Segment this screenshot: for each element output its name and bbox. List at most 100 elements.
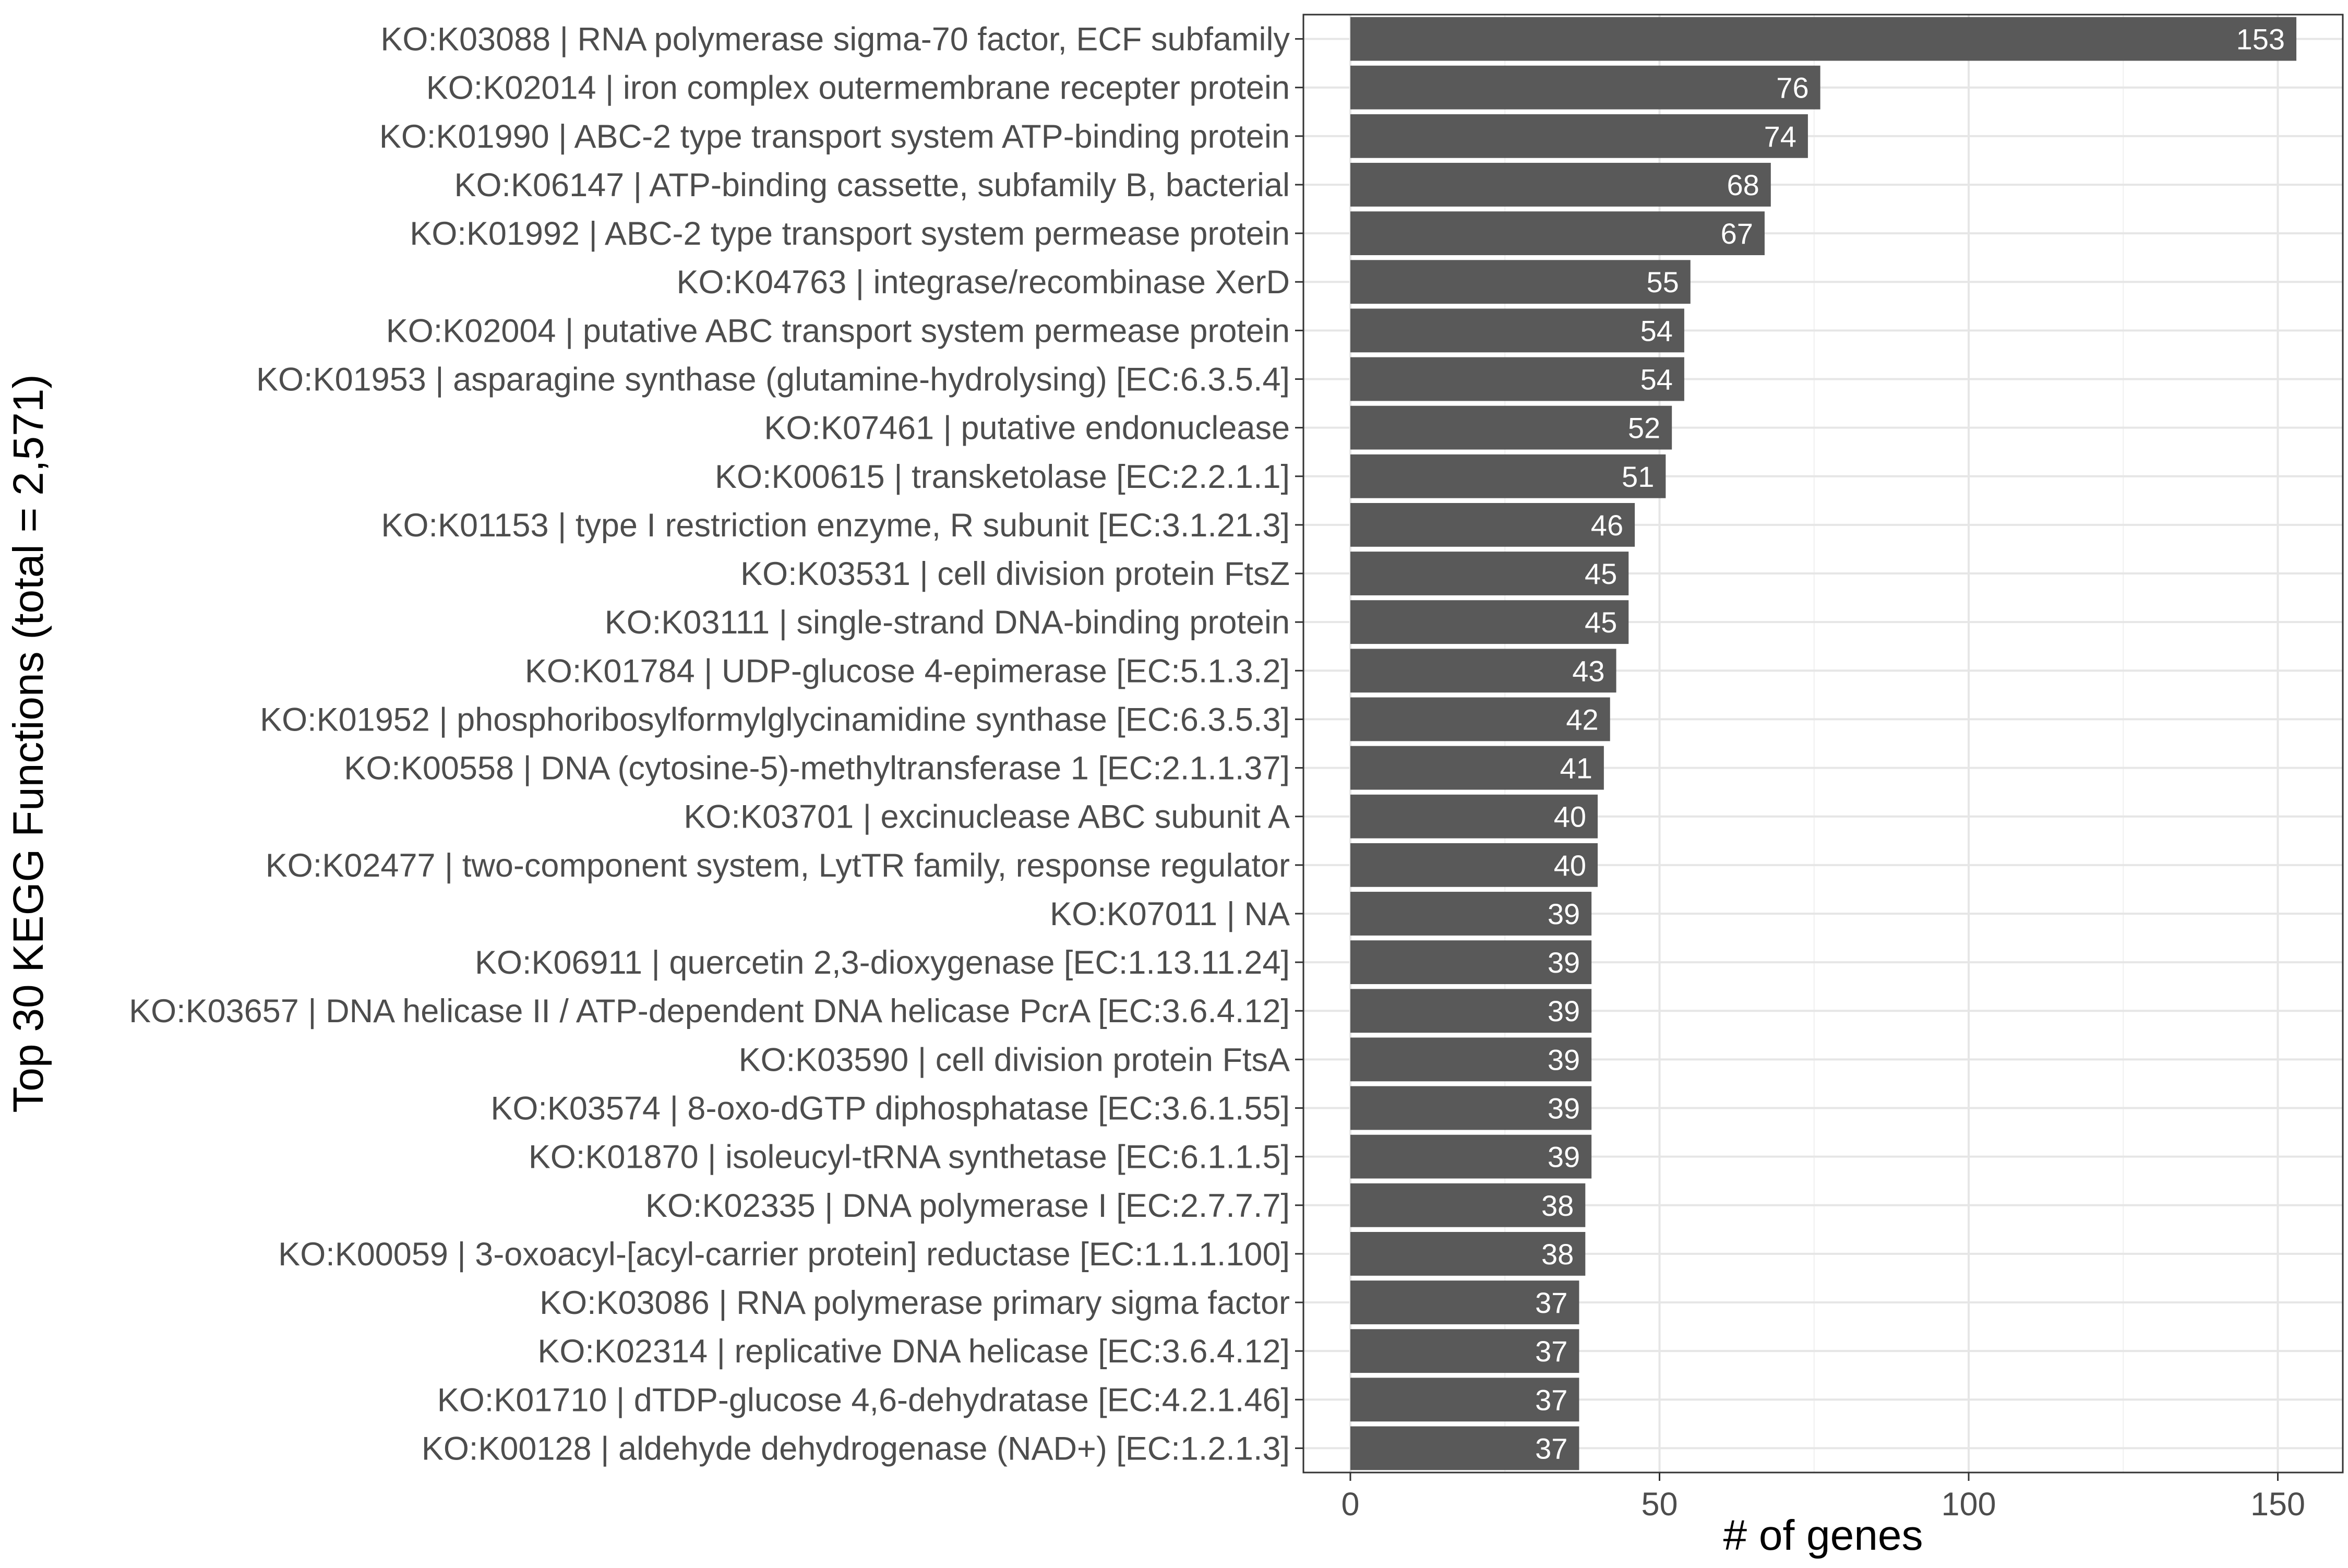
bar-value-label: 51 — [1622, 460, 1654, 493]
bar-value-label: 45 — [1585, 557, 1617, 590]
bar — [1350, 794, 1598, 839]
category-label: KO:K07461 | putative endonuclease — [764, 410, 1290, 447]
x-tick-label: 50 — [1641, 1486, 1678, 1523]
bar — [1350, 1329, 1579, 1373]
x-axis-ticks: 0 50 100 150 — [1341, 1473, 2305, 1523]
bar — [1350, 892, 1592, 936]
bar-value-label: 39 — [1548, 995, 1580, 1027]
panel-border — [1302, 14, 2344, 1474]
bar-value-label: 46 — [1591, 509, 1623, 542]
bar — [1350, 649, 1616, 693]
bar-value-label: 39 — [1548, 1043, 1580, 1076]
x-tick-label: 0 — [1341, 1486, 1359, 1523]
bar-value-label: 153 — [2236, 23, 2285, 56]
category-label: KO:K01953 | asparagine synthase (glutami… — [256, 362, 1290, 398]
category-label: KO:K06911 | quercetin 2,3-dioxygenase [E… — [475, 944, 1290, 981]
y-axis-title: Top 30 KEGG Functions (total = 2,571) — [5, 374, 52, 1112]
bar-value-label: 39 — [1548, 946, 1580, 979]
category-labels: KO:K03088 | RNA polymerase sigma-70 fact… — [129, 21, 1303, 1467]
bar-value-label: 37 — [1535, 1286, 1567, 1319]
category-label: KO:K02335 | DNA polymerase I [EC:2.7.7.7… — [645, 1188, 1290, 1224]
bar — [1350, 114, 1808, 158]
category-label: KO:K01952 | phosphoribosylformylglycinam… — [260, 701, 1290, 738]
category-label: KO:K03088 | RNA polymerase sigma-70 fact… — [380, 21, 1290, 58]
bar — [1350, 211, 1765, 256]
category-label: KO:K02477 | two-component system, LytTR … — [266, 847, 1290, 884]
bar-value-label: 55 — [1646, 266, 1679, 298]
category-label: KO:K00128 | aldehyde dehydrogenase (NAD+… — [422, 1430, 1290, 1467]
x-tick-label: 150 — [2250, 1486, 2305, 1523]
bar — [1350, 552, 1629, 595]
category-label: KO:K03590 | cell division protein FtsA — [739, 1042, 1290, 1078]
category-label: KO:K00615 | transketolase [EC:2.2.1.1] — [715, 459, 1290, 495]
bar — [1350, 1231, 1586, 1276]
bar — [1350, 502, 1635, 547]
bar-value-label: 76 — [1776, 71, 1808, 104]
category-label: KO:K03574 | 8-oxo-dGTP diphosphatase [EC… — [490, 1091, 1290, 1127]
bar — [1350, 600, 1629, 644]
category-label: KO:K01990 | ABC-2 type transport system … — [379, 118, 1290, 155]
bar — [1350, 405, 1672, 450]
bar — [1350, 989, 1592, 1033]
category-label: KO:K00558 | DNA (cytosine-5)-methyltrans… — [344, 750, 1290, 787]
category-label: KO:K02004 | putative ABC transport syste… — [386, 313, 1290, 349]
category-label: KO:K01784 | UDP-glucose 4-epimerase [EC:… — [525, 653, 1290, 689]
bar-value-label: 39 — [1548, 1092, 1580, 1125]
bar-value-label: 45 — [1585, 606, 1617, 639]
bar — [1350, 454, 1666, 498]
bar — [1350, 1183, 1586, 1227]
bar-value-label: 42 — [1566, 703, 1598, 736]
bar — [1350, 746, 1604, 790]
bar — [1350, 1378, 1579, 1422]
bar — [1350, 843, 1598, 887]
category-label: KO:K01870 | isoleucyl-tRNA synthetase [E… — [529, 1139, 1290, 1176]
bar-value-label: 37 — [1535, 1383, 1567, 1416]
category-label: KO:K02314 | replicative DNA helicase [EC… — [537, 1333, 1290, 1370]
category-label: KO:K01992 | ABC-2 type transport system … — [410, 216, 1290, 252]
bar-value-label: 54 — [1640, 314, 1673, 347]
bar — [1350, 1280, 1579, 1324]
category-label: KO:K03111 | single-strand DNA-binding pr… — [605, 604, 1290, 641]
category-label: KO:K01153 | type I restriction enzyme, R… — [381, 507, 1290, 544]
bar — [1350, 1086, 1592, 1130]
bar — [1350, 17, 2297, 61]
bar — [1350, 357, 1684, 401]
category-label: KO:K01710 | dTDP-glucose 4,6-dehydratase… — [437, 1382, 1290, 1418]
bar-value-label: 67 — [1721, 217, 1753, 250]
bar — [1350, 65, 1820, 110]
category-label: KO:K03086 | RNA polymerase primary sigma… — [540, 1285, 1290, 1321]
bar-value-label: 37 — [1535, 1432, 1567, 1465]
bar-value-label: 39 — [1548, 1141, 1580, 1174]
x-tick-label: 100 — [1941, 1486, 1996, 1523]
bar — [1350, 940, 1592, 985]
category-label: KO:K00059 | 3-oxoacyl-[acyl-carrier prot… — [278, 1236, 1290, 1273]
bar-value-label: 41 — [1560, 752, 1592, 785]
bar-value-label: 43 — [1572, 654, 1604, 687]
bar — [1350, 1426, 1579, 1470]
bar — [1350, 260, 1691, 304]
bar — [1350, 697, 1610, 741]
bar — [1350, 308, 1684, 353]
category-label: KO:K02014 | iron complex outermembrane r… — [426, 70, 1290, 106]
bar-value-label: 38 — [1541, 1189, 1574, 1222]
bar-value-label: 40 — [1554, 849, 1586, 882]
category-label: KO:K03701 | excinuclease ABC subunit A — [684, 799, 1290, 835]
category-label: KO:K03657 | DNA helicase II / ATP-depend… — [129, 993, 1290, 1030]
bar — [1350, 1134, 1592, 1179]
bar — [1350, 163, 1771, 207]
bar-value-label: 68 — [1727, 169, 1759, 201]
category-label: KO:K03531 | cell division protein FtsZ — [740, 556, 1290, 592]
bar-value-label: 74 — [1764, 120, 1796, 153]
bar-value-label: 39 — [1548, 897, 1580, 930]
category-label: KO:K06147 | ATP-binding cassette, subfam… — [454, 167, 1290, 204]
bar-value-label: 54 — [1640, 363, 1673, 396]
bar — [1350, 1037, 1592, 1082]
bar-value-label: 37 — [1535, 1335, 1567, 1368]
category-label: KO:K07011 | NA — [1050, 896, 1290, 932]
bar-value-label: 38 — [1541, 1238, 1574, 1271]
category-label: KO:K04763 | integrase/recombinase XerD — [677, 264, 1290, 301]
x-axis-title: # of genes — [1723, 1512, 1923, 1559]
